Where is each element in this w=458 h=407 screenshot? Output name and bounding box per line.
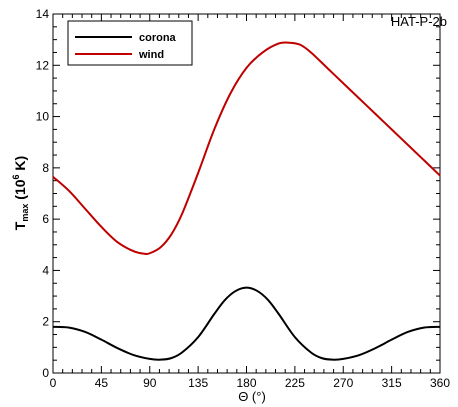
- y-axis-title-end: K): [12, 156, 28, 175]
- x-tick-label: 270: [333, 376, 353, 390]
- y-axis-title-sub: max: [20, 204, 30, 222]
- legend-label-wind: wind: [138, 49, 164, 61]
- y-axis-title-sup: 6: [11, 174, 21, 179]
- series-line-wind: [52, 41, 441, 256]
- x-tick-label: 360: [430, 376, 450, 390]
- y-tick-label: 0: [42, 366, 49, 380]
- legend-box: [67, 20, 193, 66]
- y-tick-label: 10: [36, 110, 50, 124]
- y-axis-title-rest: (10: [12, 179, 28, 203]
- legend-label-corona: corona: [139, 32, 177, 44]
- x-tick-labels: 0 45 90 135 180 225 270 315 360: [50, 376, 451, 390]
- x-tick-label: 45: [95, 376, 109, 390]
- y-axis-title-main: T: [12, 221, 28, 230]
- chart-annotation: HAT-P-2b: [391, 14, 447, 29]
- y-tick-labels: 0 2 4 6 8 10 12 14: [36, 7, 50, 380]
- y-axis-title: Tmax (106 K): [11, 156, 30, 230]
- y-tick-label: 14: [36, 7, 50, 21]
- series-lines: [52, 41, 441, 361]
- y-tick-label: 6: [42, 212, 49, 226]
- y-tick-label: 4: [42, 263, 49, 277]
- x-axis-title: Θ (°): [238, 389, 266, 404]
- x-tick-label: 315: [382, 376, 402, 390]
- x-tick-label: 135: [188, 376, 208, 390]
- y-tick-label: 8: [42, 161, 49, 175]
- x-tick-label: 0: [50, 376, 57, 390]
- x-tick-label: 90: [143, 376, 157, 390]
- tick-marks: [52, 13, 441, 374]
- y-tick-label: 12: [36, 58, 50, 72]
- legend: corona wind: [67, 20, 193, 66]
- x-tick-label: 180: [236, 376, 256, 390]
- y-tick-label: 2: [42, 315, 49, 329]
- series-line-corona: [52, 286, 441, 361]
- x-tick-label: 225: [285, 376, 305, 390]
